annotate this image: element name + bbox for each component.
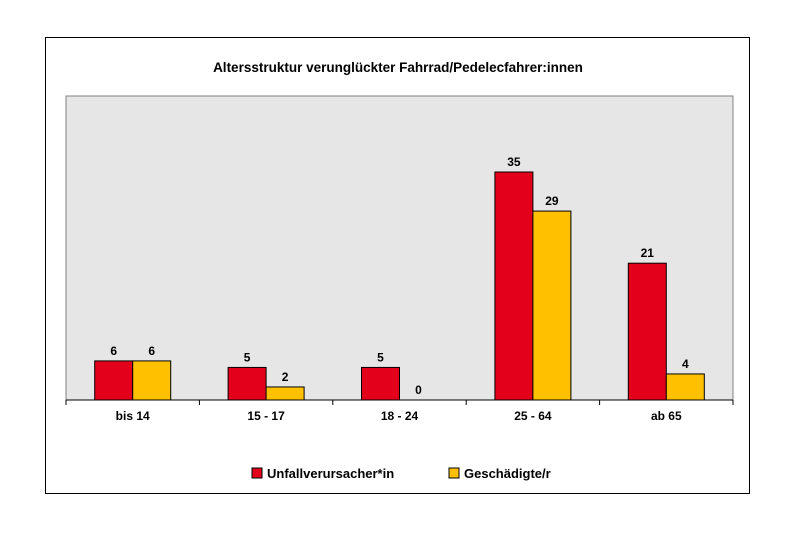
data-label: 2 [282, 370, 289, 384]
bar-geschaedigte [665, 373, 705, 401]
x-tick-label: ab 65 [651, 409, 682, 423]
x-tick-label: 15 - 17 [247, 409, 285, 423]
data-label: 4 [682, 357, 689, 371]
legend-label: Geschädigte/r [464, 466, 551, 481]
x-tick-label: bis 14 [116, 409, 150, 423]
bar-chart: Altersstruktur verunglückter Fahrrad/Ped… [65, 60, 734, 481]
chart-title: Altersstruktur verunglückter Fahrrad/Ped… [213, 60, 583, 75]
data-label: 0 [415, 383, 422, 397]
data-label: 6 [148, 344, 155, 358]
data-label: 29 [545, 194, 559, 208]
bar-unfallverursacher [627, 262, 667, 401]
bars-layer: 6 6 5 2 5 0 35 29 21 4 [94, 155, 705, 401]
legend: Unfallverursacher*in Geschädigte/r [251, 466, 551, 481]
bar-geschaedigte [132, 360, 172, 401]
bar-unfallverursacher [494, 171, 534, 401]
legend-swatch [251, 467, 263, 479]
legend-swatch [448, 467, 460, 479]
data-label: 35 [507, 155, 521, 169]
x-ticks-layer: bis 14 15 - 17 18 - 24 25 - 64 ab 65 [65, 400, 734, 423]
data-label: 21 [641, 246, 655, 260]
bar-unfallverursacher [227, 366, 267, 401]
legend-label: Unfallverursacher*in [267, 466, 394, 481]
data-label: 5 [377, 350, 384, 364]
data-label: 6 [110, 344, 117, 358]
bar-geschaedigte [532, 210, 572, 401]
bar-unfallverursacher [361, 366, 400, 401]
plot-area [65, 95, 734, 401]
x-tick-label: 18 - 24 [381, 409, 419, 423]
chart-frame: Altersstruktur verunglückter Fahrrad/Ped… [45, 37, 750, 494]
x-tick-label: 25 - 64 [514, 409, 552, 423]
bar-unfallverursacher [94, 360, 134, 401]
data-label: 5 [244, 350, 251, 364]
bar-geschaedigte [265, 386, 305, 401]
